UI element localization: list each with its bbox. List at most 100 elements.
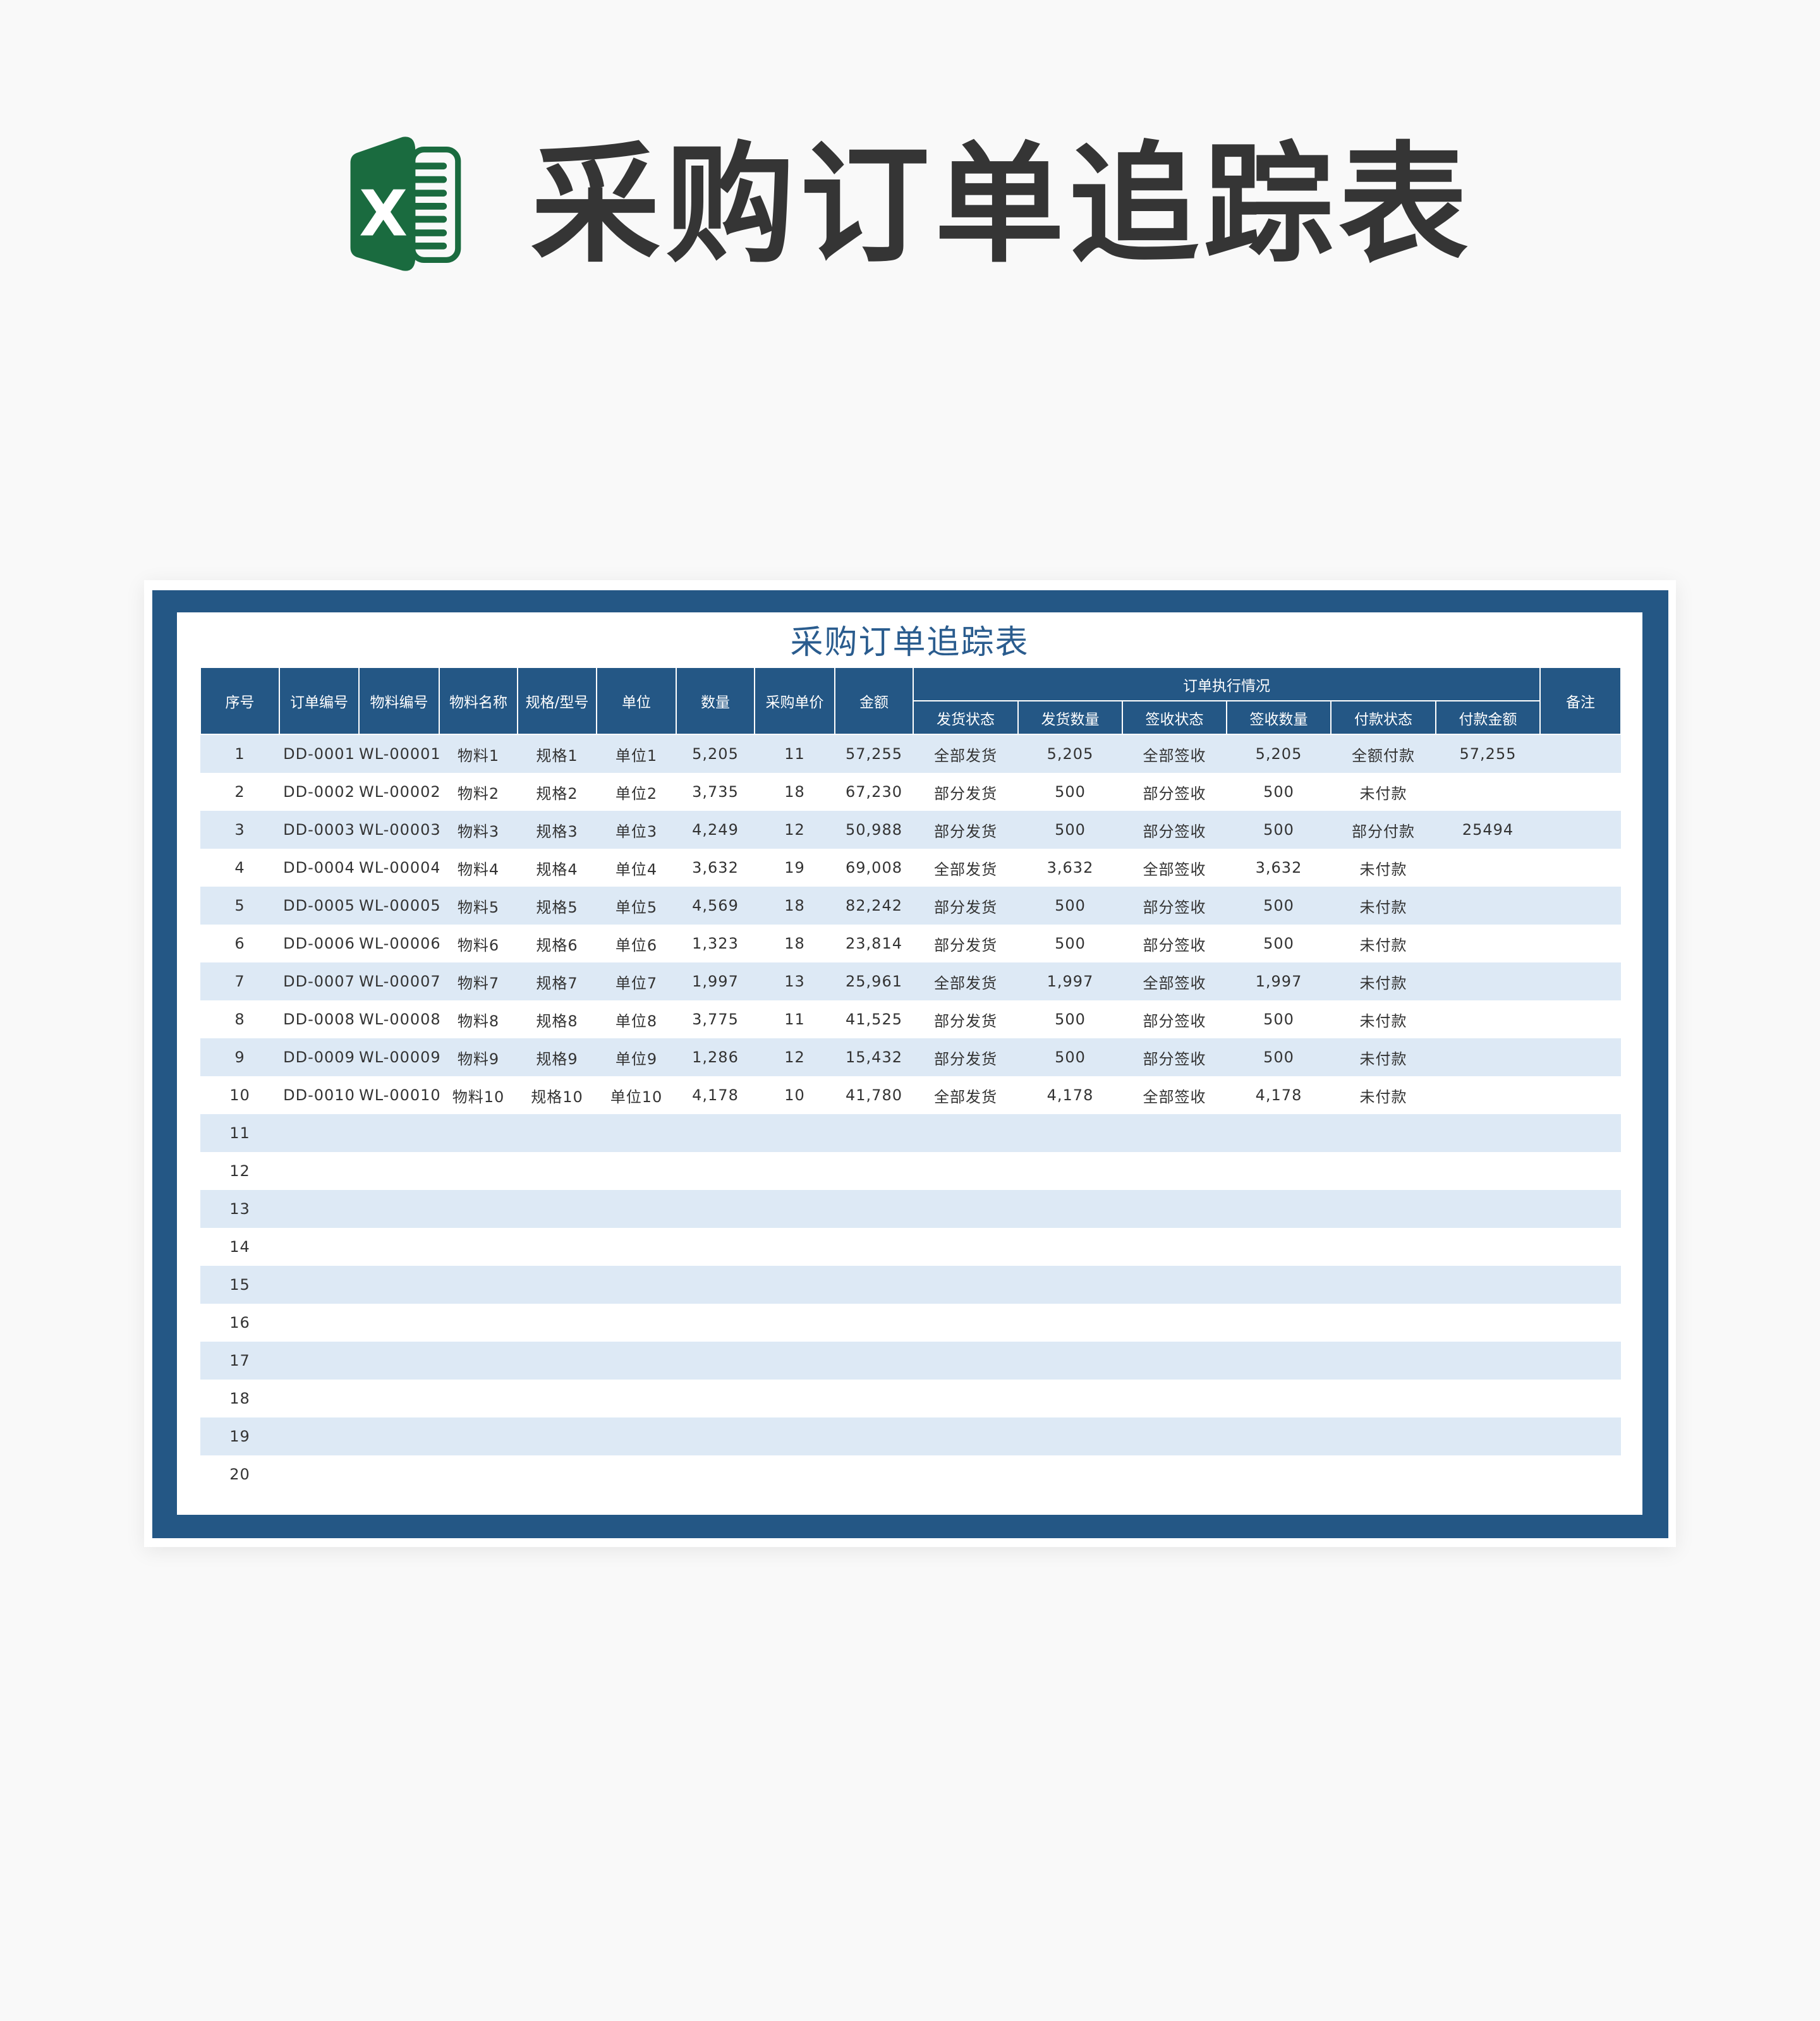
table-cell[interactable]: 部分发货	[934, 1012, 997, 1030]
table-cell[interactable]	[279, 1380, 359, 1417]
table-cell[interactable]	[1227, 1455, 1331, 1493]
table-cell[interactable]	[1227, 1304, 1331, 1342]
table-cell[interactable]	[359, 1190, 439, 1228]
table-cell[interactable]: 单位9	[597, 1038, 676, 1076]
table-cell[interactable]	[1122, 1304, 1227, 1342]
table-cell[interactable]: WL-00007	[359, 962, 439, 1000]
table-cell[interactable]	[597, 1190, 676, 1228]
table-cell[interactable]: 12	[229, 1162, 250, 1180]
table-cell[interactable]: 未付款	[1331, 887, 1436, 925]
table-cell[interactable]	[1436, 773, 1540, 811]
table-cell[interactable]: 部分发货	[913, 811, 1018, 849]
table-cell[interactable]	[913, 1342, 1018, 1380]
table-cell[interactable]	[1227, 1114, 1331, 1152]
table-cell[interactable]: WL-00002	[359, 783, 439, 801]
table-cell[interactable]: 67,230	[846, 783, 902, 801]
table-cell[interactable]	[439, 1228, 518, 1266]
table-cell[interactable]	[835, 1114, 913, 1152]
table-cell[interactable]: 未付款	[1331, 962, 1436, 1000]
table-cell[interactable]	[913, 1417, 1018, 1455]
table-cell[interactable]: 6	[234, 935, 245, 952]
table-cell[interactable]	[1122, 1417, 1227, 1455]
table-cell[interactable]	[1331, 1417, 1436, 1455]
table-cell[interactable]	[676, 1190, 755, 1228]
table-cell[interactable]: 41,525	[846, 1010, 902, 1028]
table-cell[interactable]	[597, 1455, 676, 1493]
table-cell[interactable]: 500	[1227, 1038, 1331, 1076]
table-cell[interactable]	[439, 1380, 518, 1417]
table-cell[interactable]: 部分签收	[1143, 784, 1206, 803]
table-cell[interactable]: 4,569	[676, 887, 755, 925]
table-cell[interactable]	[1436, 1076, 1540, 1114]
table-cell[interactable]	[1227, 1380, 1331, 1417]
table-cell[interactable]: 全部发货	[913, 962, 1018, 1000]
table-cell[interactable]	[1122, 1380, 1227, 1417]
table-cell[interactable]	[518, 1342, 597, 1380]
table-cell[interactable]	[439, 1342, 518, 1380]
table-cell[interactable]: 全部签收	[1143, 1088, 1206, 1106]
table-cell[interactable]: 部分发货	[934, 936, 997, 954]
table-cell[interactable]	[1018, 1266, 1122, 1304]
table-cell[interactable]: 单位2	[615, 784, 658, 803]
table-cell[interactable]: 12	[755, 1038, 835, 1076]
table-cell[interactable]	[1018, 1455, 1122, 1493]
table-cell[interactable]	[597, 1380, 676, 1417]
table-cell[interactable]	[1436, 962, 1541, 1000]
table-cell[interactable]	[597, 1114, 676, 1152]
table-cell[interactable]: 规格5	[518, 887, 597, 925]
table-cell[interactable]	[676, 1455, 755, 1493]
table-cell[interactable]: 物料4	[457, 860, 500, 878]
table-cell[interactable]	[279, 1190, 359, 1228]
table-cell[interactable]	[439, 1455, 518, 1493]
table-cell[interactable]	[1018, 1417, 1122, 1455]
table-cell[interactable]: 19	[200, 1417, 279, 1455]
table-cell[interactable]: 57,255	[1436, 734, 1541, 773]
table-cell[interactable]	[835, 1152, 913, 1190]
table-cell[interactable]: 部分发货	[913, 887, 1018, 925]
table-cell[interactable]	[1540, 925, 1621, 962]
table-cell[interactable]: 物料5	[439, 887, 518, 925]
table-cell[interactable]	[913, 1380, 1018, 1417]
table-cell[interactable]: 4,249	[676, 811, 755, 849]
table-cell[interactable]	[676, 1417, 755, 1455]
table-cell[interactable]: 7	[200, 962, 279, 1000]
table-cell[interactable]	[835, 1266, 913, 1304]
table-cell[interactable]	[439, 1190, 518, 1228]
table-cell[interactable]	[1436, 1114, 1541, 1152]
table-cell[interactable]	[835, 1342, 913, 1380]
table-cell[interactable]	[1540, 1417, 1622, 1455]
table-cell[interactable]	[1540, 734, 1622, 773]
table-cell[interactable]: 13	[755, 962, 835, 1000]
table-cell[interactable]: 69,008	[846, 859, 902, 877]
table-cell[interactable]	[1540, 1266, 1622, 1304]
table-cell[interactable]: 16	[229, 1314, 250, 1332]
table-cell[interactable]	[1227, 1190, 1331, 1228]
table-cell[interactable]	[913, 1190, 1018, 1228]
table-cell[interactable]	[1436, 1342, 1541, 1380]
table-cell[interactable]: 14	[229, 1238, 250, 1256]
table-cell[interactable]	[755, 1380, 835, 1417]
table-cell[interactable]: 500	[1227, 811, 1331, 849]
table-cell[interactable]: 4,178	[1255, 1086, 1302, 1104]
table-cell[interactable]	[279, 1417, 359, 1455]
table-cell[interactable]	[597, 1266, 676, 1304]
table-cell[interactable]: DD-0010	[283, 1086, 355, 1104]
table-cell[interactable]: 3,775	[692, 1010, 739, 1028]
table-cell[interactable]	[1331, 1190, 1436, 1228]
table-cell[interactable]: 23,814	[846, 935, 902, 952]
table-cell[interactable]: 20	[229, 1466, 250, 1483]
table-cell[interactable]	[1540, 1455, 1621, 1493]
table-cell[interactable]: DD-0001	[279, 734, 359, 773]
table-cell[interactable]	[1540, 1114, 1622, 1152]
table-cell[interactable]	[755, 1455, 835, 1493]
table-cell[interactable]: WL-00005	[359, 887, 439, 925]
table-cell[interactable]	[597, 1228, 676, 1266]
table-cell[interactable]: 物料6	[457, 936, 500, 954]
table-cell[interactable]	[1331, 1342, 1436, 1380]
table-cell[interactable]	[676, 1342, 755, 1380]
table-cell[interactable]: 规格1	[518, 734, 597, 773]
table-cell[interactable]: 全部发货	[934, 860, 997, 878]
table-cell[interactable]: 部分付款	[1331, 811, 1436, 849]
table-cell[interactable]: 15	[200, 1266, 279, 1304]
table-cell[interactable]	[518, 1190, 597, 1228]
